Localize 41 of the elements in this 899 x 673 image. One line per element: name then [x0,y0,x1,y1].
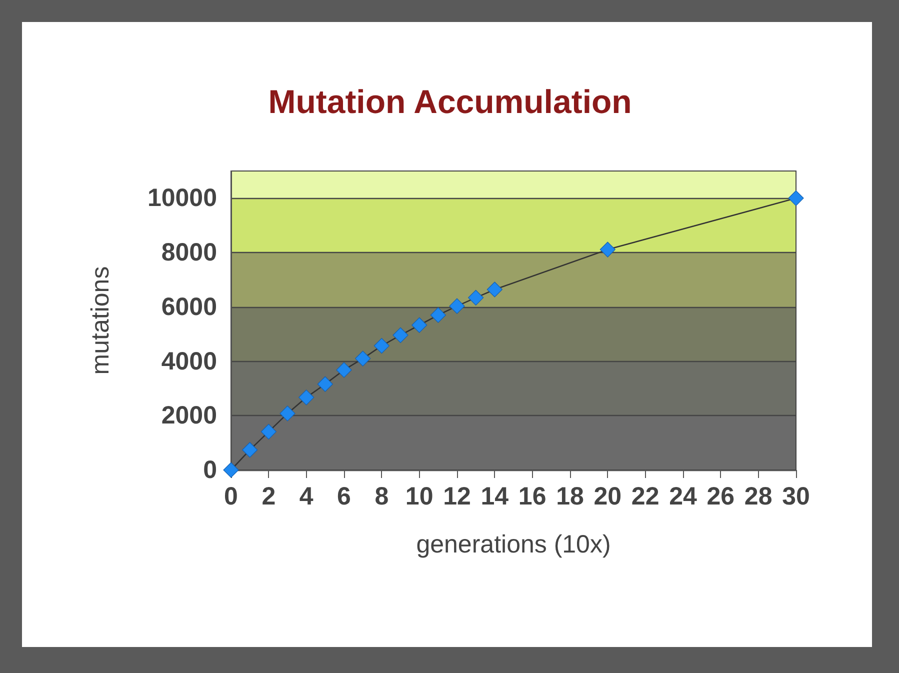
point [392,327,408,343]
point [468,290,484,306]
x-tick-label: 20 [594,482,622,510]
x-tick-label: 4 [299,482,314,510]
y-tick-label: 10000 [147,184,217,212]
x-tick-label: 28 [744,482,772,510]
x-axis-title: generations (10x) [416,530,611,558]
x-tick-label: 8 [374,482,389,510]
x-tick-label: 26 [706,482,735,510]
chart-title: Mutation Accumulation [268,83,632,120]
point [260,424,276,440]
x-tick-label: 22 [631,482,660,510]
point [242,442,258,458]
point [600,242,616,258]
y-tick-label: 4000 [161,347,217,376]
y-tick-label: 2000 [161,402,217,430]
point [374,338,390,354]
point [412,317,428,333]
point [336,362,352,378]
point [486,282,502,298]
point [430,307,446,323]
point [280,406,296,422]
y-axis-title: mutations [86,266,114,375]
x-tick-label: 16 [518,482,546,510]
x-tick-label: 24 [669,482,697,510]
y-tick-label: 6000 [161,292,217,321]
x-tick-label: 10 [405,482,434,510]
x-tick-label: 30 [782,482,810,510]
y-tick-label: 8000 [161,238,217,267]
point [317,376,333,392]
y-tick-label: 0 [203,456,217,484]
x-tick-label: 2 [262,482,276,510]
point [298,390,314,406]
point [788,190,804,206]
point [355,350,371,366]
x-tick-label: 14 [480,482,509,510]
x-tick-label: 12 [443,482,471,510]
x-tick-label: 0 [224,482,238,510]
x-tick-label: 6 [337,482,351,510]
point [449,298,465,314]
x-tick-label: 18 [556,482,584,510]
